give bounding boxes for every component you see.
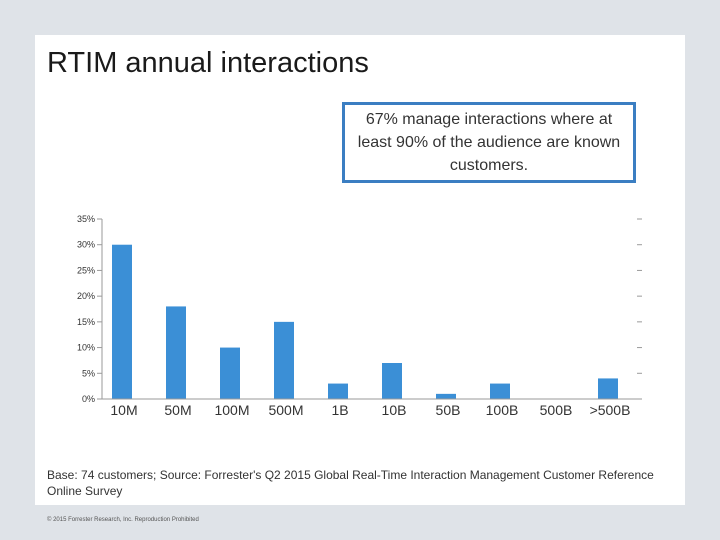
y-tick-label: 25% xyxy=(77,265,95,275)
x-tick-label: 10B xyxy=(382,402,407,418)
bar-chart: 0%5%10%15%20%25%30%35% 10M 50M 100M 500M 1B 1… xyxy=(77,214,642,418)
y-tick-label: 5% xyxy=(82,368,95,378)
bar-5 xyxy=(328,383,348,399)
x-tick-label: 50B xyxy=(436,402,461,418)
bar-3 xyxy=(220,347,240,399)
y-tick-label: 15% xyxy=(77,317,95,327)
x-axis: 10M 50M 100M 500M 1B 10B 50B 100B 500B >500B xyxy=(102,398,642,418)
bar-6 xyxy=(382,363,402,399)
bar-1 xyxy=(112,244,132,399)
bar-10 xyxy=(598,378,618,399)
x-tick-label: 500B xyxy=(540,402,573,418)
copyright-notice: © 2015 Forrester Research, Inc. Reproduc… xyxy=(47,517,199,523)
x-tick-label: 1B xyxy=(331,402,348,418)
slide-title: RTIM annual interactions xyxy=(47,47,369,79)
x-tick-label: 10M xyxy=(110,402,137,418)
slide: RTIM annual interactions 67% manage inte… xyxy=(35,35,685,523)
x-tick-label: 500M xyxy=(268,402,303,418)
y-tick-label: 35% xyxy=(77,214,95,224)
bar-4 xyxy=(274,321,294,399)
base-source-note: Base: 74 customers; Source: Forrester's … xyxy=(47,468,654,498)
x-tick-label: 100M xyxy=(214,402,249,418)
y-tick-label: 30% xyxy=(77,240,95,250)
x-tick-label: >500B xyxy=(590,402,631,418)
callout-box: 67% manage interactions where at least 9… xyxy=(342,102,636,183)
bar-8 xyxy=(490,383,510,399)
x-tick-label: 100B xyxy=(486,402,519,418)
y-tick-label: 0% xyxy=(82,394,95,404)
x-tick-label: 50M xyxy=(164,402,191,418)
y-axis: 0% 5% 10% 15% 20% 25% 30% 35% xyxy=(77,214,642,404)
bar-7 xyxy=(436,393,456,399)
y-tick-label: 20% xyxy=(77,291,95,301)
y-tick-label: 10% xyxy=(77,343,95,353)
bars xyxy=(112,244,618,399)
bar-2 xyxy=(166,306,186,399)
